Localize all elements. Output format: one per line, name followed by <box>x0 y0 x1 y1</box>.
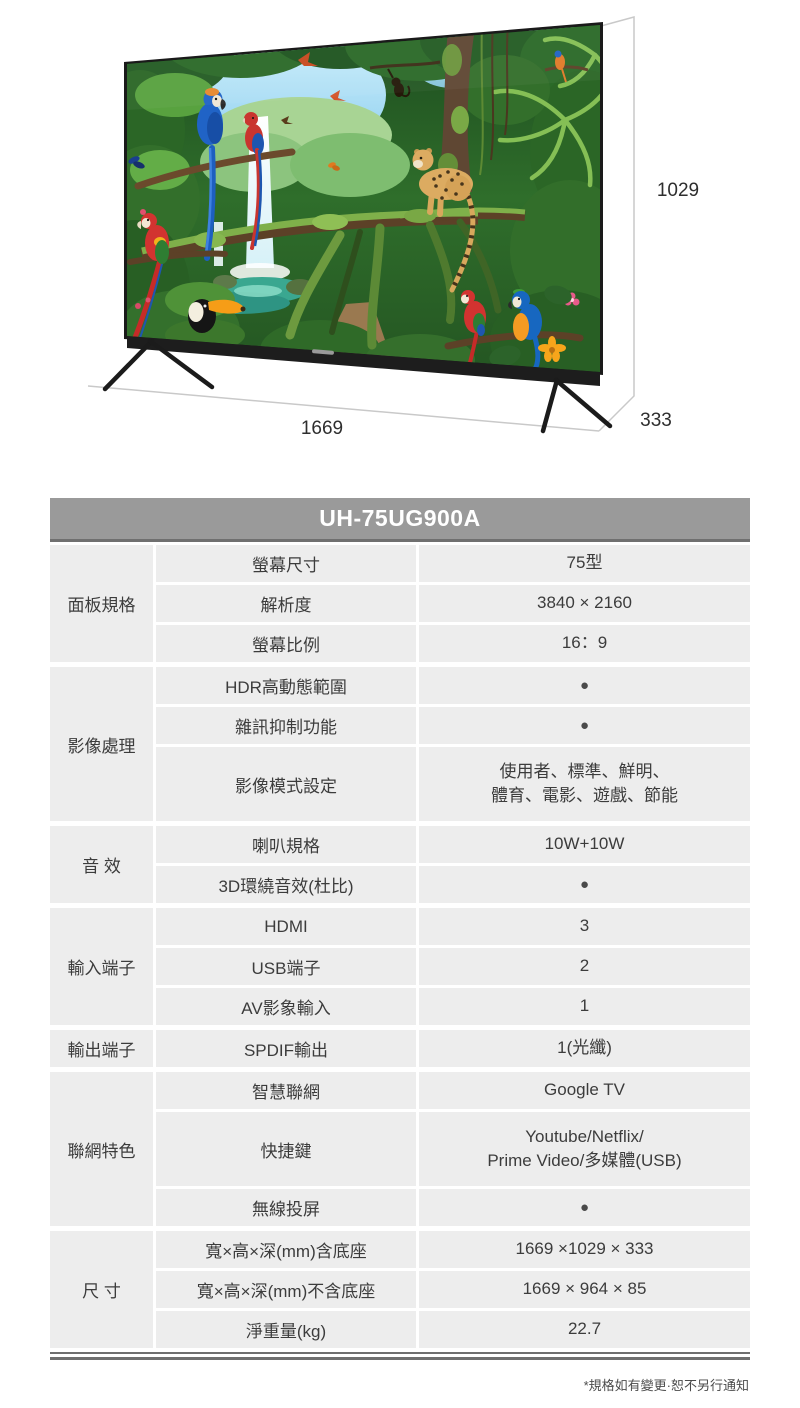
spec-table: UH-75UG900A 面板規格 螢幕尺寸 75型 解析度 3840 × 216… <box>50 498 750 1394</box>
spec-label: 智慧聯網 <box>156 1072 416 1109</box>
small-macaw-topright <box>544 50 589 83</box>
spec-category: 面板規格 <box>50 545 153 662</box>
table-row: HDR高動態範圍 ● <box>156 667 750 704</box>
table-row: 寬×高×深(mm)含底座 1669 ×1029 × 333 <box>156 1231 750 1268</box>
spec-label: 解析度 <box>156 585 416 622</box>
palm-fronds <box>492 36 600 188</box>
tv-logo <box>312 349 334 355</box>
spec-value: 3 <box>419 908 750 945</box>
red-blue-parrot <box>242 112 264 250</box>
spec-label: 淨重量(kg) <box>156 1311 416 1348</box>
spec-group-smart: 聯網特色 智慧聯網 Google TV 快捷鍵 Youtube/Netflix/… <box>50 1072 750 1226</box>
spec-label: 螢幕尺寸 <box>156 545 416 582</box>
spec-value: Google TV <box>419 1072 750 1109</box>
spec-category: 聯網特色 <box>50 1072 153 1226</box>
spec-category: 音 效 <box>50 826 153 903</box>
tv-figure-svg: 1029 1669 333 <box>87 16 699 439</box>
table-row: 螢幕比例 16：9 <box>156 625 750 662</box>
table-row: AV影象輸入 1 <box>156 988 750 1025</box>
height-dimension-label: 1029 <box>657 180 699 201</box>
spec-label: SPDIF輸出 <box>156 1030 416 1067</box>
spec-label: HDR高動態範圍 <box>156 667 416 704</box>
spec-value: 75型 <box>419 545 750 582</box>
scarlet-macaw-left <box>127 213 228 353</box>
dimension-wireframe-box <box>87 16 635 432</box>
spec-value: 1669 ×1029 × 333 <box>419 1231 750 1268</box>
leopard <box>412 148 476 293</box>
spec-label: 影像模式設定 <box>156 747 416 821</box>
blue-butterfly <box>128 156 145 169</box>
spec-label: 喇叭規格 <box>156 826 416 863</box>
spec-label: 寬×高×深(mm)不含底座 <box>156 1271 416 1308</box>
jungle-scene <box>127 25 600 372</box>
flying-birds <box>281 52 346 171</box>
spec-value: 16：9 <box>419 625 750 662</box>
mossy-roots <box>285 218 502 350</box>
table-row: 快捷鍵 Youtube/Netflix/ Prime Video/多媒體(USB… <box>156 1112 750 1186</box>
spec-label: 螢幕比例 <box>156 625 416 662</box>
spec-value-dot: ● <box>419 667 750 704</box>
spec-label: 寬×高×深(mm)含底座 <box>156 1231 416 1268</box>
spec-group-video: 影像處理 HDR高動態範圍 ● 雜訊抑制功能 ● 影像模式設定 使用者、標準、鮮… <box>50 667 750 821</box>
table-row: 喇叭規格 10W+10W <box>156 826 750 863</box>
spec-value-dot: ● <box>419 707 750 744</box>
table-row: 無線投屏 ● <box>156 1189 750 1226</box>
spec-body: 面板規格 螢幕尺寸 75型 解析度 3840 × 2160 螢幕比例 16：9 … <box>50 545 750 1348</box>
spec-label: 雜訊抑制功能 <box>156 707 416 744</box>
monkey-silhouette <box>369 60 441 97</box>
monstera-leaves <box>489 285 572 367</box>
table-row: HDMI 3 <box>156 908 750 945</box>
spec-category: 輸出端子 <box>50 1030 153 1067</box>
table-row: 淨重量(kg) 22.7 <box>156 1311 750 1348</box>
table-row: 解析度 3840 × 2160 <box>156 585 750 622</box>
spec-value: 10W+10W <box>419 826 750 863</box>
spec-label: HDMI <box>156 908 416 945</box>
spec-label: 快捷鍵 <box>156 1112 416 1186</box>
table-row: 螢幕尺寸 75型 <box>156 545 750 582</box>
spec-group-dimensions: 尺 寸 寬×高×深(mm)含底座 1669 ×1029 × 333 寬×高×深(… <box>50 1231 750 1348</box>
table-row: 寬×高×深(mm)不含底座 1669 × 964 × 85 <box>156 1271 750 1308</box>
spec-label: 無線投屏 <box>156 1189 416 1226</box>
spec-group-inputs: 輸入端子 HDMI 3 USB端子 2 AV影象輸入 1 <box>50 908 750 1025</box>
table-row: 3D環繞音效(杜比) ● <box>156 866 750 903</box>
spec-value: 22.7 <box>419 1311 750 1348</box>
spec-group-outputs: 輸出端子 SPDIF輸出 1(光纖) <box>50 1030 750 1067</box>
spec-value: 1(光纖) <box>419 1030 750 1067</box>
spec-label: 3D環繞音效(杜比) <box>156 866 416 903</box>
table-row: 智慧聯網 Google TV <box>156 1072 750 1109</box>
spec-value: Youtube/Netflix/ Prime Video/多媒體(USB) <box>419 1112 750 1186</box>
tv-bezel-chin <box>127 336 600 386</box>
table-row: 雜訊抑制功能 ● <box>156 707 750 744</box>
table-row: 影像模式設定 使用者、標準、鮮明、 體育、電影、遊戲、節能 <box>156 747 750 821</box>
spec-category: 影像處理 <box>50 667 153 821</box>
spec-value: 1 <box>419 988 750 1025</box>
tv-dimension-figure: 1029 1669 333 <box>0 0 800 470</box>
width-dimension-label: 1669 <box>301 418 343 439</box>
spec-label: USB端子 <box>156 948 416 985</box>
tv-stand-legs <box>102 338 613 434</box>
spec-label: AV影象輸入 <box>156 988 416 1025</box>
depth-dimension-label: 333 <box>640 410 672 431</box>
spec-value-dot: ● <box>419 866 750 903</box>
spec-value-dot: ● <box>419 1189 750 1226</box>
screen-glare <box>127 25 600 110</box>
spec-value: 2 <box>419 948 750 985</box>
blue-macaw <box>134 88 296 261</box>
spec-group-audio: 音 效 喇叭規格 10W+10W 3D環繞音效(杜比) ● <box>50 826 750 903</box>
table-row: USB端子 2 <box>156 948 750 985</box>
footnote: *規格如有變更·恕不另行通知 <box>583 1378 749 1393</box>
model-header: UH-75UG900A <box>50 498 750 542</box>
spec-category: 輸入端子 <box>50 908 153 1025</box>
table-bottom-border <box>50 1352 750 1360</box>
table-row: SPDIF輸出 1(光纖) <box>156 1030 750 1067</box>
spec-value: 3840 × 2160 <box>419 585 750 622</box>
spec-category: 尺 寸 <box>50 1231 153 1348</box>
spec-value: 使用者、標準、鮮明、 體育、電影、遊戲、節能 <box>419 747 750 821</box>
spec-group-panel: 面板規格 螢幕尺寸 75型 解析度 3840 × 2160 螢幕比例 16：9 <box>50 545 750 662</box>
spec-value: 1669 × 964 × 85 <box>419 1271 750 1308</box>
